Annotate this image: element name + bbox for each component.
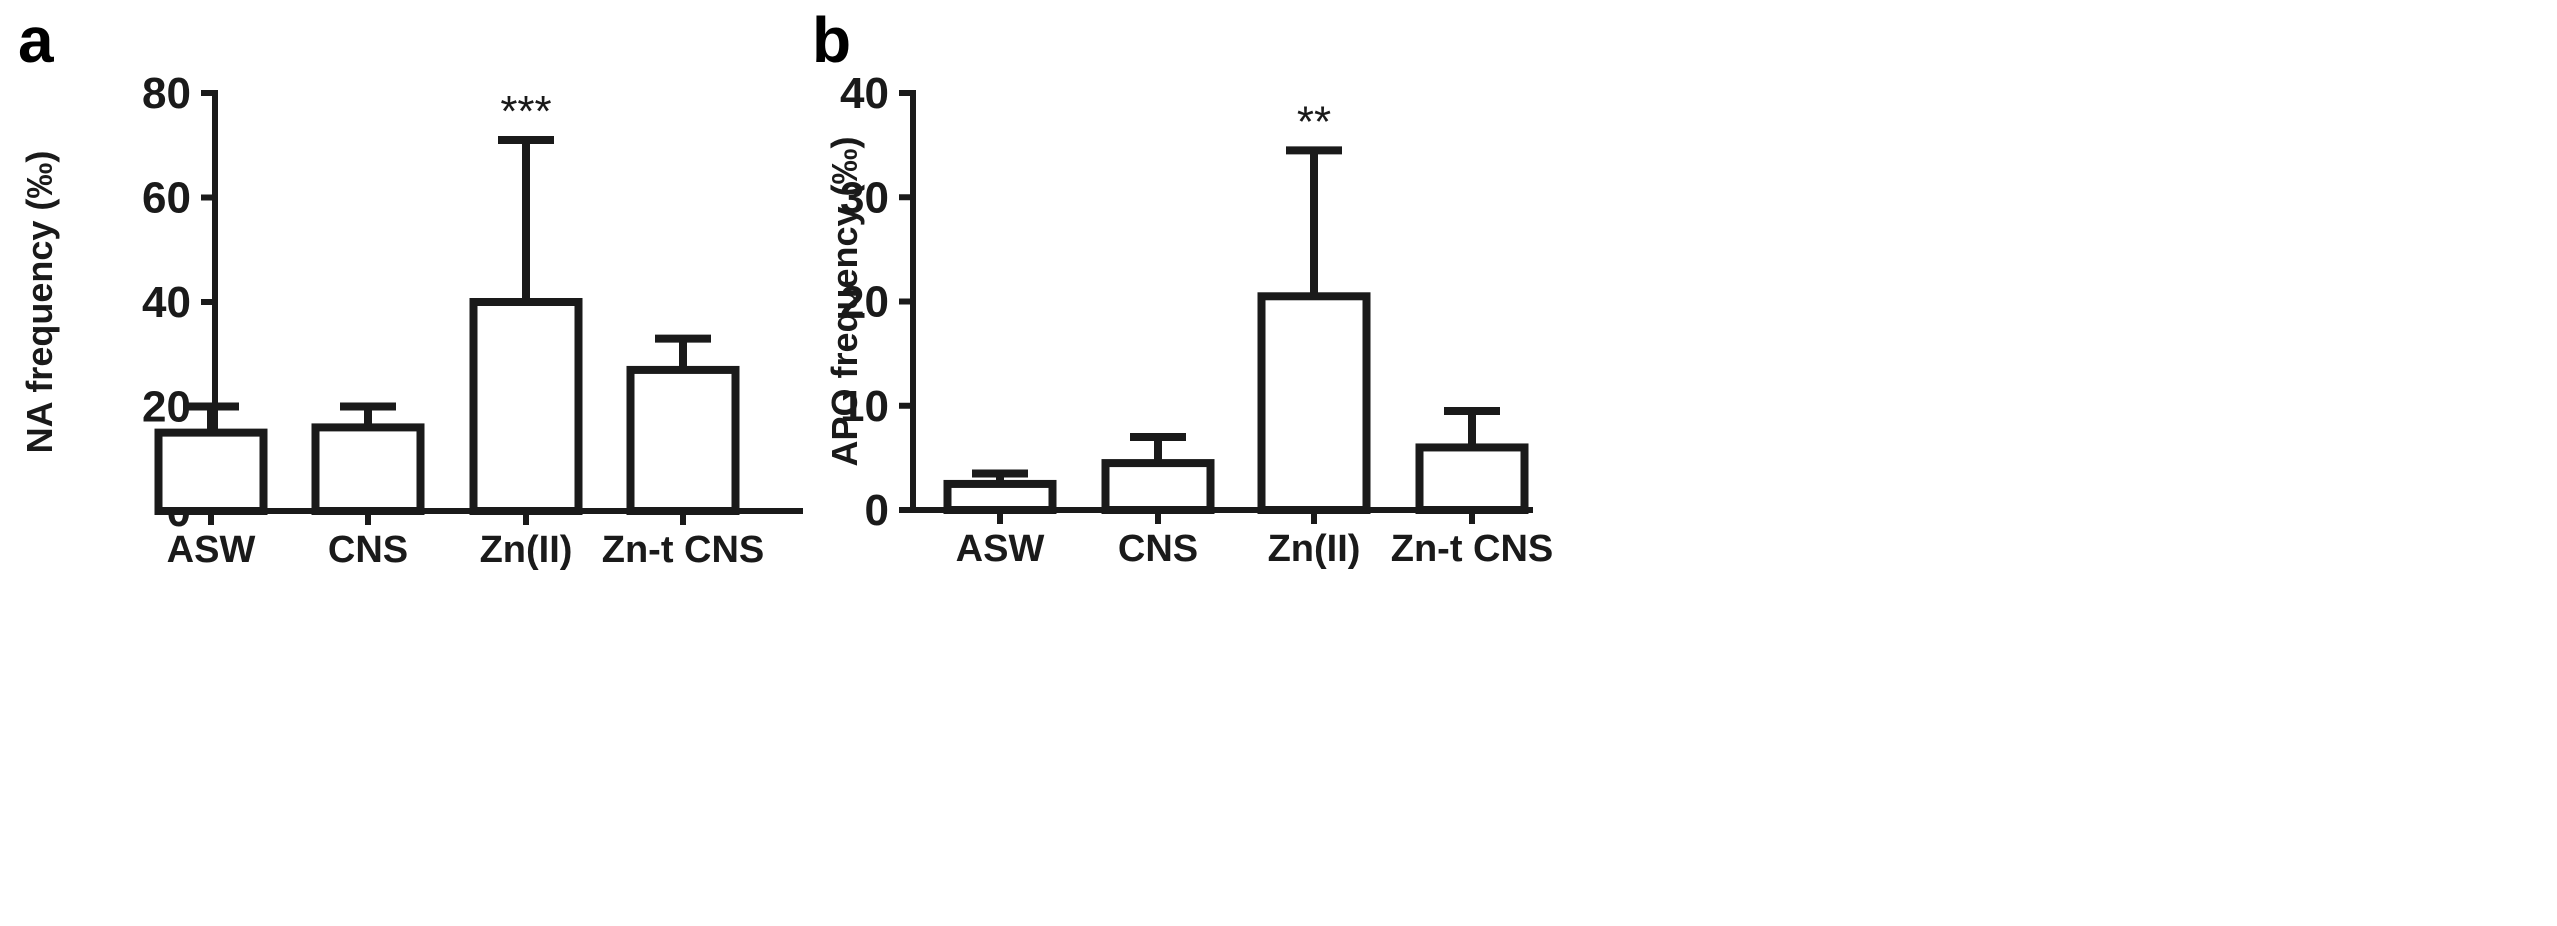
x-tick-label: ASW [167,529,256,571]
panel-label: b [812,4,851,76]
y-tick-label: 40 [840,69,889,118]
y-tick-label: 20 [840,278,889,327]
y-axis-label: APO frequency (‰) [824,136,865,466]
panel-b: b 0 10 20 30 40 APO frequency (‰) ASW CNS Zn(II) *… [812,4,1553,570]
y-tick-label: 20 [142,383,191,432]
x-tick-label: Zn-t CNS [602,529,765,571]
significance-label: *** [500,87,551,136]
x-tick-label: CNS [1118,528,1198,570]
bar [1101,459,1215,514]
x-tick-label: Zn-t CNS [1391,528,1554,570]
x-tick-label: Zn(II) [480,529,573,571]
x-tick-label: CNS [328,529,408,571]
x-tick-label: ASW [956,528,1045,570]
panel-a: a020406080NA frequency (‰)ASWCNSZn(II)**… [18,4,803,571]
y-tick-label: 80 [142,69,191,118]
significance-label: ** [1297,97,1331,146]
bar [1257,292,1371,514]
bar [943,479,1057,514]
y-tick-label: 30 [840,173,889,222]
bar [626,365,740,515]
bar [311,423,425,515]
panel-label: a [18,4,54,76]
y-axis-label: NA frequency (‰) [19,151,60,454]
bar [154,428,268,515]
y-tick-label: 40 [142,278,191,327]
bar [1415,443,1529,515]
y-tick-label: 0 [865,486,889,535]
y-tick-label: 60 [142,174,191,223]
x-tick-label: Zn(II) [1268,528,1361,570]
bar [469,298,583,515]
y-tick-label: 10 [840,382,889,431]
